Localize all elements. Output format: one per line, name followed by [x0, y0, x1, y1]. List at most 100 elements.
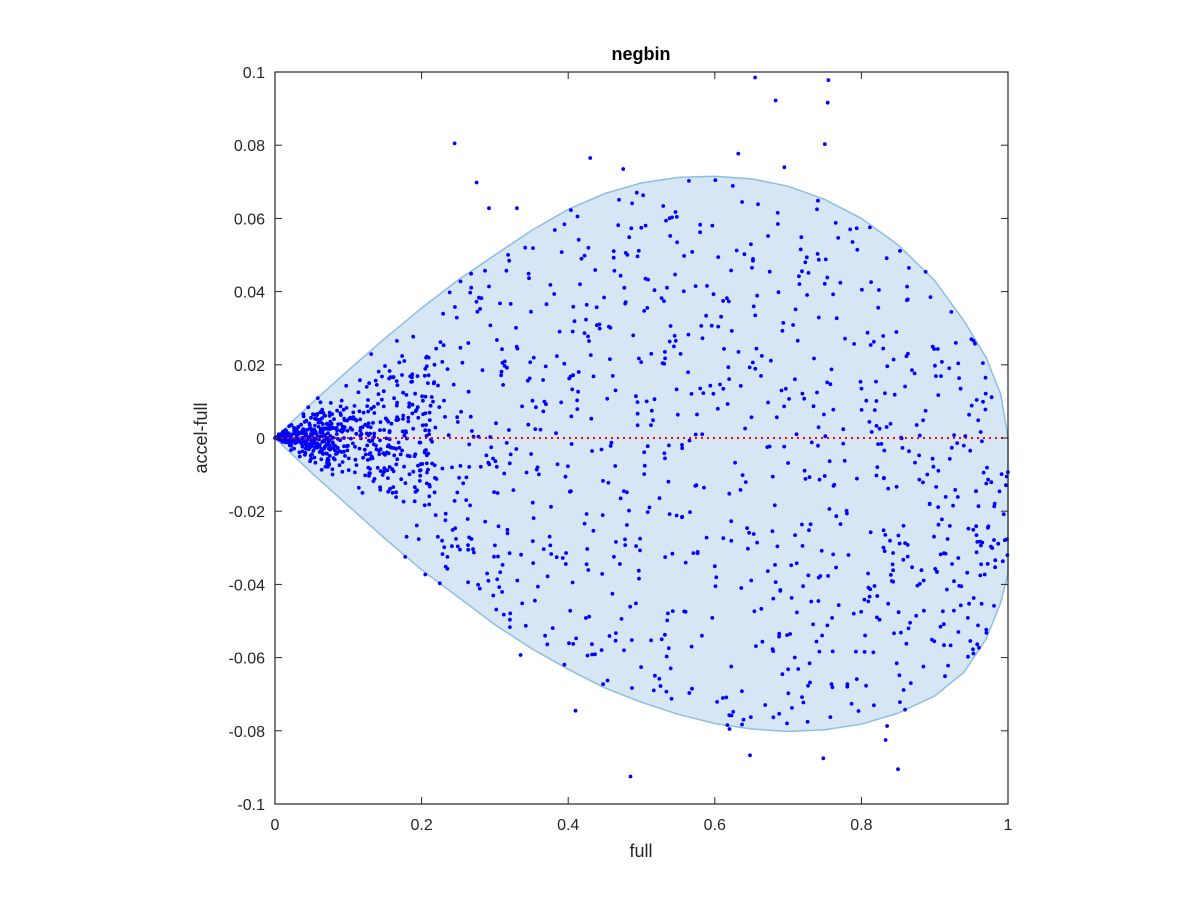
data-point [834, 565, 838, 570]
data-point [841, 441, 846, 446]
data-point [491, 456, 495, 461]
data-point [855, 247, 860, 252]
data-point [866, 585, 871, 590]
data-point [800, 269, 804, 274]
data-point [776, 222, 780, 226]
data-point [508, 302, 513, 306]
data-point [727, 491, 732, 496]
data-point [934, 374, 938, 378]
data-point [695, 412, 699, 417]
data-point [942, 643, 946, 648]
data-point [949, 445, 954, 450]
data-point [458, 464, 463, 468]
data-point [345, 428, 350, 433]
data-point [336, 422, 341, 426]
data-point [805, 719, 810, 724]
data-point [933, 567, 938, 571]
data-point [782, 165, 787, 170]
y-tick-label: -0.02 [229, 504, 266, 521]
data-point [518, 653, 523, 657]
data-point [850, 240, 855, 244]
data-point [587, 339, 591, 343]
data-point [968, 448, 973, 453]
data-point [938, 624, 943, 629]
data-point [823, 434, 828, 439]
data-point [875, 615, 879, 620]
data-point [831, 484, 836, 488]
data-point [339, 398, 344, 403]
data-point [500, 360, 505, 365]
data-point [610, 374, 615, 378]
data-point [888, 421, 893, 426]
data-point [803, 477, 808, 481]
data-point [326, 431, 330, 435]
data-point [376, 392, 381, 396]
data-point [999, 472, 1004, 476]
data-point [789, 596, 794, 600]
data-point [334, 432, 339, 436]
data-point [617, 197, 621, 202]
data-point [912, 371, 917, 376]
data-point [555, 462, 560, 467]
data-point [499, 369, 504, 374]
data-point [330, 472, 335, 477]
data-point [560, 556, 565, 560]
data-point [817, 477, 822, 482]
data-point [881, 545, 886, 550]
data-point [985, 562, 990, 566]
data-point [550, 626, 555, 630]
data-point [635, 400, 640, 404]
data-point [664, 654, 669, 659]
y-tick-label: -0.04 [229, 577, 266, 594]
data-point [531, 561, 536, 565]
data-point [663, 456, 667, 461]
data-point [974, 550, 979, 555]
data-point [570, 387, 575, 392]
data-point [941, 609, 945, 614]
data-point [600, 572, 605, 576]
data-point [729, 268, 733, 273]
data-point [978, 573, 983, 578]
data-point [869, 430, 874, 434]
data-point [426, 373, 431, 378]
data-point [445, 566, 450, 571]
data-point [917, 477, 922, 482]
data-point [431, 399, 435, 404]
data-point [552, 228, 557, 232]
data-point [917, 433, 922, 438]
data-point [608, 444, 613, 448]
data-point [638, 548, 642, 553]
data-point [961, 443, 966, 448]
data-point [466, 341, 471, 345]
data-point [287, 443, 292, 448]
data-point [862, 597, 867, 602]
data-point [726, 365, 731, 370]
data-point [466, 543, 470, 547]
data-point [794, 561, 799, 566]
data-point [422, 503, 427, 508]
data-point [783, 386, 788, 391]
data-point [724, 695, 729, 700]
data-point [875, 465, 880, 470]
data-point [622, 648, 626, 653]
data-point [576, 389, 580, 394]
data-point [992, 603, 996, 608]
data-point [682, 609, 687, 614]
data-point [940, 517, 944, 522]
data-point [789, 563, 794, 568]
data-point [796, 667, 801, 671]
data-point [776, 290, 781, 295]
data-point [659, 637, 664, 642]
data-point [364, 385, 369, 389]
data-point [445, 555, 450, 559]
data-point [913, 460, 917, 465]
data-point [914, 613, 919, 618]
data-point [701, 391, 706, 395]
data-point [340, 429, 344, 434]
data-point [755, 540, 759, 545]
data-point [327, 461, 331, 466]
data-point [588, 353, 593, 357]
data-point [542, 399, 547, 404]
data-point [896, 533, 901, 538]
data-point [719, 314, 723, 319]
